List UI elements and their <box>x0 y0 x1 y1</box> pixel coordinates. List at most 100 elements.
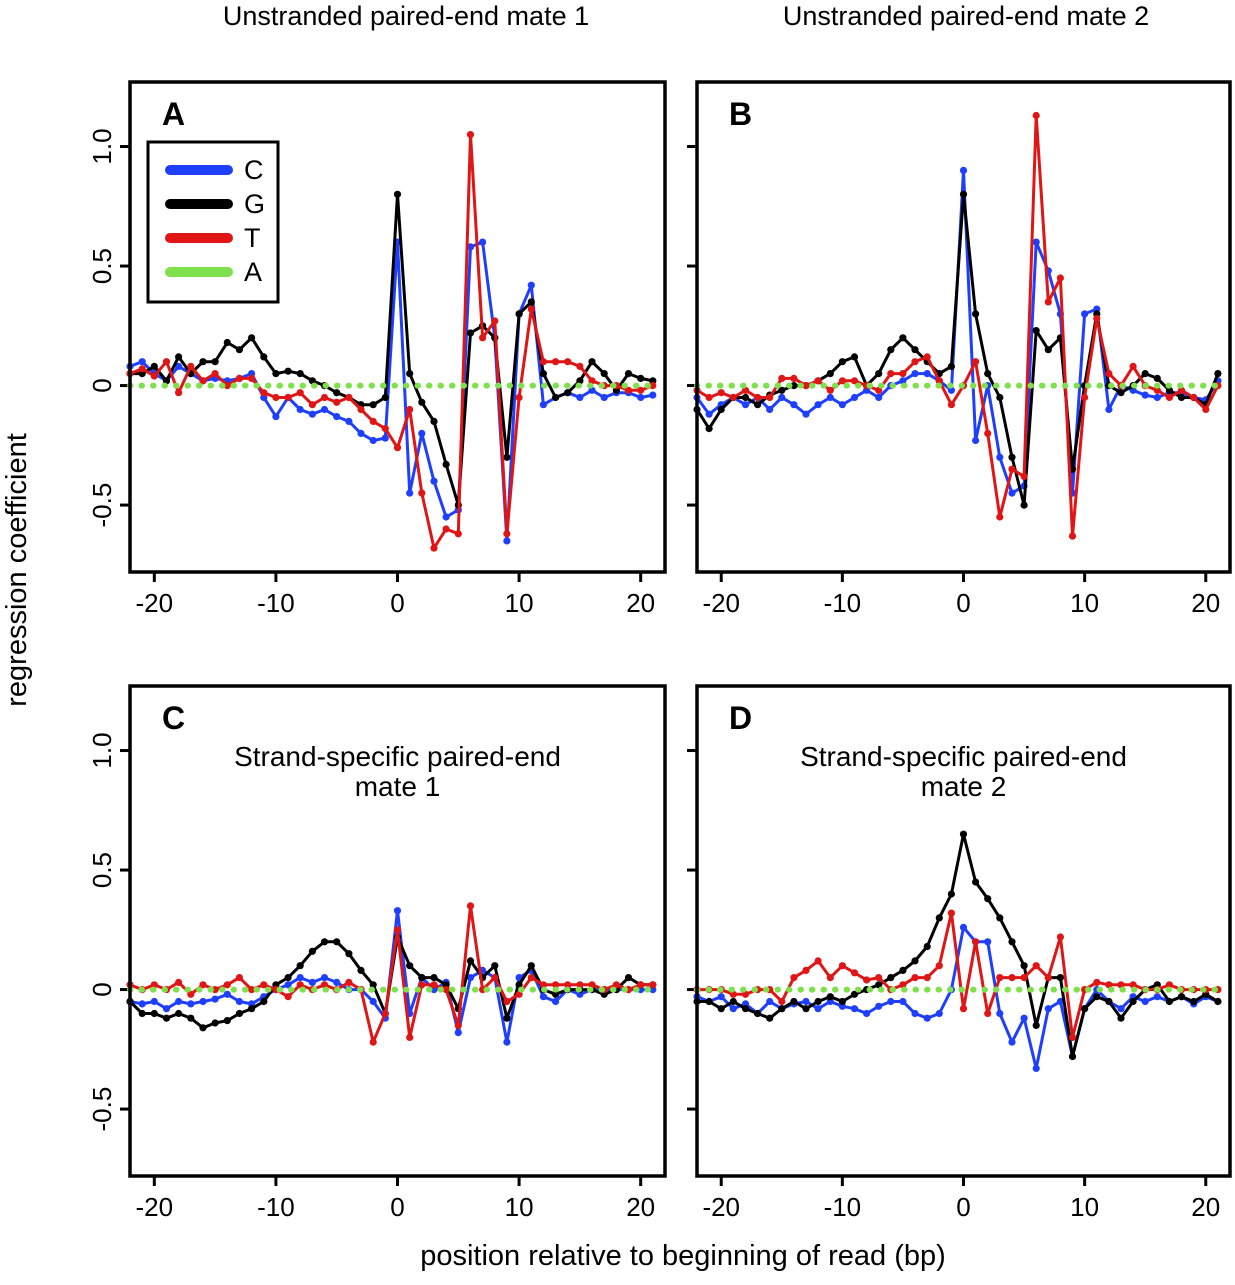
data-point-C <box>996 1009 1004 1018</box>
data-point-C <box>1153 993 1161 1001</box>
x-tick-label: -10 <box>257 588 295 618</box>
data-point-C <box>320 974 329 982</box>
data-point-C <box>308 978 316 987</box>
series-C <box>693 923 1222 1072</box>
data-point-C <box>345 417 353 425</box>
data-point-T <box>1056 933 1064 941</box>
data-point-C <box>1153 393 1161 402</box>
data-point-T <box>935 377 943 385</box>
data-point-T <box>814 377 822 385</box>
data-point-T <box>320 393 329 402</box>
data-point-G <box>211 1019 219 1027</box>
data-point-G <box>741 393 750 402</box>
y-tick-label: 0.5 <box>87 852 117 888</box>
data-point-C <box>223 990 231 998</box>
data-point-T <box>947 909 956 917</box>
panel-letter: C <box>162 700 185 736</box>
data-point-G <box>972 310 980 318</box>
data-point-T <box>199 377 207 385</box>
data-point-T <box>1093 978 1101 987</box>
data-point-C <box>729 1005 737 1013</box>
data-point-T <box>850 377 859 385</box>
data-point-G <box>959 190 968 198</box>
data-point-G <box>1093 993 1101 1001</box>
data-point-T <box>729 393 737 402</box>
x-tick-label: 20 <box>626 1192 655 1222</box>
data-point-C <box>814 1005 822 1013</box>
data-point-G <box>1117 1014 1125 1022</box>
data-point-T <box>826 974 834 982</box>
data-point-G <box>418 398 426 406</box>
data-point-G <box>850 353 859 361</box>
data-point-T <box>235 974 243 982</box>
data-point-T <box>357 405 365 414</box>
data-point-G <box>260 997 268 1006</box>
data-point-T <box>1129 981 1137 989</box>
data-point-T <box>564 358 572 366</box>
data-point-G <box>826 993 834 1001</box>
data-point-T <box>187 362 195 370</box>
data-point-G <box>1214 997 1222 1006</box>
data-point-G <box>1153 374 1161 382</box>
x-tick-label: 0 <box>956 588 970 618</box>
data-point-C <box>875 393 883 402</box>
data-point-G <box>838 997 847 1006</box>
data-point-T <box>576 981 584 989</box>
data-point-G <box>503 1014 511 1022</box>
data-point-C <box>838 401 847 409</box>
data-point-T <box>972 938 980 946</box>
data-point-G <box>211 358 219 366</box>
data-point-T <box>778 374 786 382</box>
series-line-G <box>695 192 1220 507</box>
data-point-T <box>296 981 304 989</box>
data-point-T <box>175 389 183 397</box>
data-point-C <box>935 1009 943 1018</box>
data-point-G <box>984 370 992 378</box>
data-point-T <box>430 544 438 552</box>
panel-d: -20 -10 0 10 20 D Strand-specific paired-endma… <box>687 684 1232 1222</box>
data-point-C <box>199 997 207 1006</box>
data-point-T <box>923 353 931 361</box>
data-point-T <box>442 525 450 533</box>
data-point-G <box>1117 389 1125 397</box>
data-point-G <box>576 377 584 385</box>
panel-letter: A <box>162 96 185 132</box>
data-point-C <box>454 1029 462 1037</box>
data-point-G <box>838 358 847 366</box>
data-point-C <box>1141 391 1149 399</box>
data-point-G <box>175 1009 183 1018</box>
panel-subtitle: Strand-specific paired-end <box>800 741 1127 772</box>
data-point-C <box>552 997 560 1006</box>
data-point-T <box>1068 532 1077 540</box>
data-point-T <box>479 334 487 342</box>
data-point-T <box>1044 974 1052 982</box>
panel-subtitle: mate 1 <box>355 771 441 802</box>
data-point-T <box>150 981 158 989</box>
data-point-T <box>996 974 1004 982</box>
data-point-T <box>624 386 633 394</box>
data-point-G <box>1177 993 1186 1001</box>
data-point-G <box>741 1005 750 1013</box>
data-point-G <box>1068 1052 1077 1061</box>
data-point-T <box>248 374 256 382</box>
data-point-T <box>1032 962 1040 970</box>
data-point-T <box>527 974 535 982</box>
data-point-G <box>503 453 511 461</box>
data-point-G <box>162 377 171 385</box>
data-point-G <box>1044 346 1052 354</box>
series-C <box>693 166 1222 497</box>
data-point-C <box>705 410 713 418</box>
y-tick-label: -0.5 <box>87 1087 117 1132</box>
x-tick-label: 20 <box>1191 1192 1220 1222</box>
data-point-T <box>296 389 304 397</box>
data-point-G <box>333 389 341 397</box>
series-line-T <box>128 904 655 1044</box>
data-point-G <box>826 370 834 378</box>
data-point-C <box>741 401 750 409</box>
legend-label-G: G <box>244 189 265 219</box>
series-G <box>126 933 657 1032</box>
series-line-T <box>695 911 1220 1039</box>
plot-frame <box>128 80 667 574</box>
data-point-T <box>1202 405 1210 414</box>
